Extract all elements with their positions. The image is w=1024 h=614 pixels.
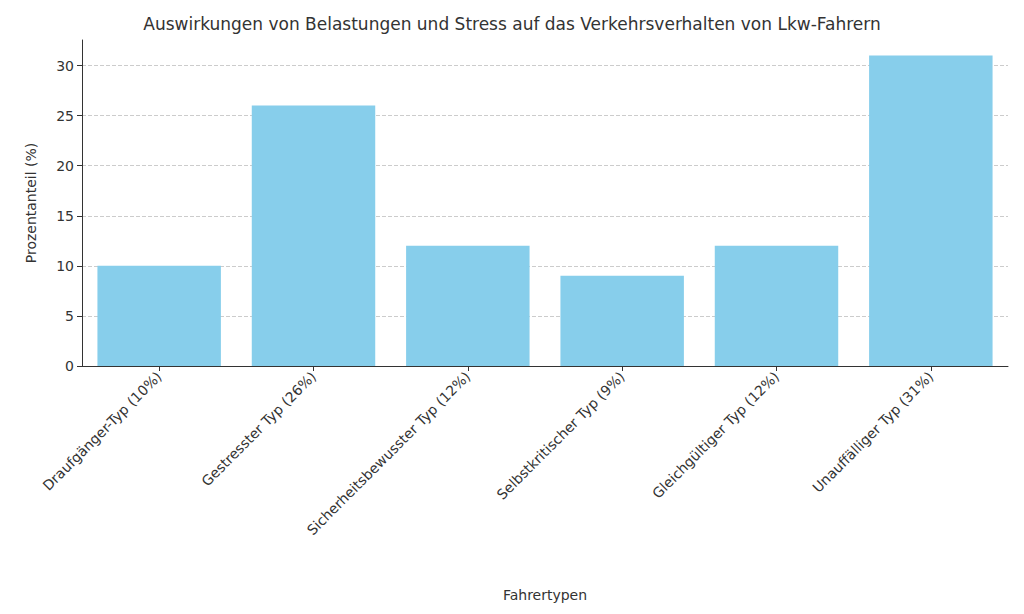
svg-text:30: 30 — [56, 58, 74, 74]
svg-text:15: 15 — [56, 208, 74, 224]
svg-text:Prozentanteil (%): Prozentanteil (%) — [23, 143, 39, 264]
svg-text:20: 20 — [56, 158, 74, 174]
svg-text:0: 0 — [65, 358, 74, 374]
svg-text:Sicherheitsbewusster Typ (12%): Sicherheitsbewusster Typ (12%) — [304, 368, 474, 538]
svg-text:5: 5 — [65, 308, 74, 324]
svg-text:Gestresster Typ (26%): Gestresster Typ (26%) — [198, 368, 319, 489]
svg-text:Fahrertypen: Fahrertypen — [503, 587, 587, 603]
svg-text:Unauffälliger Typ (31%): Unauffälliger Typ (31%) — [809, 368, 936, 495]
svg-text:Auswirkungen von Belastungen u: Auswirkungen von Belastungen und Stress … — [143, 14, 880, 34]
svg-text:Draufgänger-Typ (10%): Draufgänger-Typ (10%) — [39, 368, 164, 493]
svg-text:10: 10 — [56, 258, 74, 274]
svg-text:Gleichgültiger Typ (12%): Gleichgültiger Typ (12%) — [649, 368, 782, 501]
svg-text:Selbstkritischer Typ (9%): Selbstkritischer Typ (9%) — [494, 368, 628, 502]
svg-text:25: 25 — [56, 108, 74, 124]
